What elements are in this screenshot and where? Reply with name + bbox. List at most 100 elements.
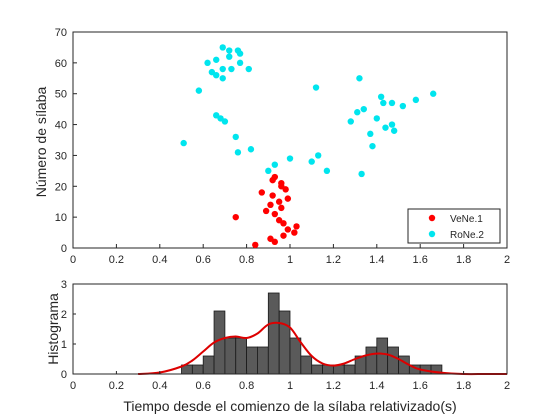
scatter-point-rone2 [373, 115, 380, 122]
scatter-y-tick-label: 0 [61, 243, 67, 255]
histogram-x-axis-label: Tiempo desde el comienzo de la sílaba re… [123, 398, 456, 414]
scatter-point-vene1 [267, 235, 274, 242]
scatter-point-rone2 [286, 155, 294, 162]
histogram-bar [224, 337, 237, 375]
histogram-bar [311, 364, 323, 375]
scatter-point-vene1 [258, 189, 265, 196]
scatter-x-tick-label: 1.4 [369, 254, 384, 266]
scatter-point-vene1 [232, 213, 239, 221]
scatter-point-vene1 [275, 217, 283, 224]
scatter-point-vene1 [278, 204, 285, 212]
scatter-point-rone2 [204, 59, 211, 67]
histogram-x-tick-label: 1 [287, 380, 293, 392]
histogram-y-tick-label: 3 [61, 279, 67, 291]
scatter-point-rone2 [271, 161, 279, 168]
scatter-x-tick-label: 0 [70, 254, 76, 266]
scatter-point-rone2 [388, 99, 396, 107]
scatter-y-tick-label: 60 [55, 58, 67, 70]
histogram-bar [191, 364, 204, 375]
scatter-point-vene1 [271, 210, 279, 218]
scatter-point-rone2 [228, 65, 235, 73]
histogram-x-tick-label: 2 [504, 380, 510, 392]
scatter-point-rone2 [245, 65, 252, 73]
scatter-point-rone2 [377, 93, 385, 101]
scatter-point-rone2 [234, 149, 242, 156]
scatter-point-rone2 [354, 109, 361, 116]
legend-marker-rone2 [428, 230, 436, 238]
scatter-y-tick-label: 10 [55, 212, 67, 224]
scatter-point-rone2 [195, 87, 203, 94]
scatter-point-vene1 [262, 207, 270, 215]
scatter-y-tick-label: 50 [55, 89, 67, 101]
scatter-x-tick-label: 1 [287, 254, 293, 266]
scatter-legend[interactable]: VeNe.1 RoNe.2 [407, 208, 501, 244]
scatter-y-tick-label: 40 [55, 120, 67, 132]
scatter-point-rone2 [308, 158, 315, 165]
scatter-point-rone2 [180, 139, 187, 147]
histogram-x-tick-label: 0.2 [109, 380, 124, 392]
histogram-ticks: 0 0.2 0.4 0.6 0.8 1 1.2 1.4 1.6 1.8 2 0 1 2 3 [61, 279, 510, 392]
scatter-point-vene1 [275, 198, 283, 205]
scatter-point-rone2 [412, 96, 420, 104]
histogram-bar [343, 364, 356, 375]
scatter-point-vene1 [269, 192, 276, 199]
scatter-point-rone2 [323, 167, 331, 175]
scatter-ticks: 0 0.2 0.4 0.6 0.8 1 1.2 1.4 1.6 1.8 20102030405060… [55, 27, 510, 266]
scatter-point-vene1 [291, 229, 298, 236]
scatter-y-tick-label: 30 [55, 150, 67, 162]
scatter-x-tick-label: 1.2 [326, 254, 341, 266]
histogram-bar [278, 310, 291, 375]
legend-label-rone2: RoNe.2 [450, 230, 484, 241]
scatter-point-rone2 [399, 102, 407, 110]
histogram-bar [365, 346, 378, 375]
histogram-y-tick-label: 2 [61, 309, 67, 321]
scatter-point-rone2 [226, 53, 233, 60]
scatter-point-rone2 [382, 124, 389, 131]
histogram-bar [387, 346, 399, 375]
histogram-y-tick-label: 1 [61, 339, 67, 351]
scatter-point-rone2 [236, 59, 244, 67]
scatter-point-rone2 [247, 146, 255, 153]
density-curve [138, 321, 508, 376]
scatter-y-axis-label: Número de sílaba [33, 87, 49, 198]
legend-label-vene1: VeNe.1 [450, 214, 483, 225]
histogram-bar [267, 292, 280, 375]
histogram-bar [202, 355, 215, 375]
histogram-bar [257, 346, 269, 375]
scatter-x-tick-label: 0.6 [196, 254, 211, 266]
scatter-point-rone2 [356, 75, 363, 82]
scatter-point-vene1 [284, 195, 292, 202]
histogram-bar [376, 337, 389, 375]
scatter-point-rone2 [219, 44, 226, 51]
scatter-point-rone2 [430, 90, 437, 97]
scatter-point-rone2 [367, 130, 374, 138]
scatter-point-rone2 [232, 133, 239, 141]
scatter-point-rone2 [226, 47, 233, 54]
scatter-x-tick-label: 1.8 [456, 254, 471, 266]
scatter-point-vene1 [271, 173, 279, 181]
scatter-point-rone2 [358, 170, 365, 178]
scatter-point-rone2 [221, 118, 229, 125]
scatter-point-rone2 [312, 84, 320, 91]
histogram-bar [300, 355, 313, 375]
histogram-x-tick-label: 1.4 [369, 380, 384, 392]
scatter-point-rone2 [219, 65, 226, 73]
scatter-point-rone2 [213, 112, 220, 119]
histogram-bar [235, 337, 248, 375]
scatter-y-tick-label: 70 [55, 27, 67, 39]
scatter-x-tick-label: 1.6 [413, 254, 428, 266]
legend-marker-vene1 [428, 214, 436, 222]
histogram-bar [246, 346, 258, 375]
histogram-y-axis-label: Histograma [45, 293, 61, 365]
histogram-x-tick-label: 1.6 [413, 380, 428, 392]
histogram-bar [289, 337, 302, 375]
histogram-panel: 0 0.2 0.4 0.6 0.8 1 1.2 1.4 1.6 1.8 2 0 1 2 3 Histogra… [45, 279, 510, 414]
scatter-point-rone2 [388, 121, 396, 128]
scatter-point-rone2 [369, 142, 376, 150]
scatter-point-rone2 [390, 127, 398, 134]
scatter-point-rone2 [208, 68, 216, 76]
scatter-x-tick-label: 0.8 [239, 254, 254, 266]
histogram-x-tick-label: 0 [70, 380, 76, 392]
histogram-x-tick-label: 0.8 [239, 380, 254, 392]
